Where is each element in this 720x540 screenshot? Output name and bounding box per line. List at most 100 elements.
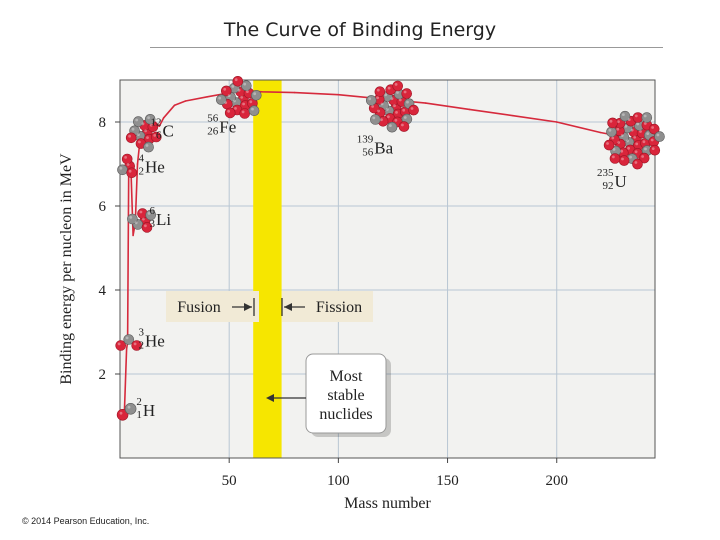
stable-callout-box bbox=[305, 353, 387, 434]
curve-point bbox=[555, 121, 558, 123]
proton bbox=[648, 123, 660, 135]
curve-point bbox=[173, 104, 176, 106]
proton bbox=[398, 121, 410, 132]
proton bbox=[374, 86, 386, 97]
proton bbox=[121, 153, 133, 165]
nucleon-highlight bbox=[389, 124, 392, 127]
x-axis-label: Mass number bbox=[344, 495, 431, 512]
copyright-notice: © 2014 Pearson Education, Inc. bbox=[22, 516, 150, 526]
curve-point bbox=[162, 117, 165, 119]
proton bbox=[116, 408, 129, 421]
neutron bbox=[123, 334, 134, 345]
curve-point bbox=[468, 108, 471, 111]
neutron bbox=[241, 80, 252, 91]
nucleon-highlight bbox=[633, 135, 637, 139]
plot-frame bbox=[119, 79, 656, 459]
nucleon-highlight bbox=[133, 342, 137, 346]
proton bbox=[232, 76, 244, 87]
nucleon-highlight bbox=[622, 113, 625, 116]
neutron bbox=[133, 116, 144, 127]
isotope-label-he3: 32 He bbox=[139, 327, 165, 352]
nucleon-highlight bbox=[641, 155, 644, 158]
nucleon-highlight bbox=[642, 140, 646, 144]
nucleon-highlight bbox=[125, 336, 129, 340]
nucleon-highlight bbox=[135, 118, 139, 122]
curve-point bbox=[206, 96, 209, 98]
nucleon-highlight bbox=[138, 140, 141, 144]
nucleon-highlight bbox=[394, 83, 398, 86]
title-divider bbox=[150, 47, 663, 48]
nucleon-highlight bbox=[128, 134, 132, 138]
proton bbox=[392, 80, 404, 92]
nucleon-highlight bbox=[246, 90, 249, 93]
isotope-atomic-number: 2 bbox=[139, 165, 145, 177]
nucleon-highlight bbox=[376, 96, 379, 100]
curve-point bbox=[293, 91, 296, 94]
proton bbox=[239, 108, 250, 119]
isotope-atomic-number: 2 bbox=[139, 340, 145, 352]
y-tick-label-8: 8 bbox=[99, 115, 107, 131]
neutron bbox=[117, 164, 128, 176]
isotope-atomic-number: 56 bbox=[362, 146, 374, 158]
isotope-label-he4: 42 He bbox=[139, 152, 165, 177]
neutron bbox=[619, 110, 631, 122]
isotope-mass-number: 56 bbox=[207, 112, 219, 124]
y-tick-label-4: 4 bbox=[99, 283, 107, 299]
nucleon-highlight bbox=[249, 100, 253, 104]
isotope-mass-number: 139 bbox=[357, 133, 374, 145]
proton bbox=[125, 132, 137, 144]
neutron bbox=[143, 141, 154, 153]
isotope-atomic-number: 26 bbox=[207, 125, 219, 137]
nucleon-highlight bbox=[393, 104, 396, 108]
isotope-atomic-number: 1 bbox=[136, 409, 142, 421]
proton bbox=[401, 88, 413, 99]
curve-point bbox=[261, 90, 263, 93]
nucleon-highlight bbox=[395, 111, 398, 114]
y-tick-label-2: 2 bbox=[99, 367, 107, 383]
nucleon-highlight bbox=[233, 99, 236, 103]
proton bbox=[141, 222, 153, 233]
nucleon-highlight bbox=[146, 136, 149, 140]
x-tick-label-100: 100 bbox=[327, 473, 350, 489]
nucleon-highlight bbox=[612, 148, 616, 151]
proton bbox=[609, 153, 621, 164]
nucleon-highlight bbox=[617, 120, 620, 123]
isotope-atomic-number: 6 bbox=[156, 130, 162, 142]
nucleon-highlight bbox=[380, 118, 383, 122]
nucleus-u235 bbox=[603, 110, 665, 170]
nucleon-highlight bbox=[620, 149, 624, 153]
nucleon-highlight bbox=[609, 119, 613, 123]
nucleon-highlight bbox=[650, 138, 654, 142]
nucleon-highlight bbox=[117, 342, 121, 346]
nucleon-highlight bbox=[218, 96, 222, 100]
nucleon-highlight bbox=[626, 139, 629, 143]
proton bbox=[618, 155, 630, 166]
isotope-symbol: Ba bbox=[374, 138, 393, 157]
neutron bbox=[370, 114, 381, 125]
isotope-symbol: Fe bbox=[219, 117, 236, 136]
proton bbox=[603, 139, 615, 151]
neutron bbox=[365, 95, 377, 106]
nucleon-highlight bbox=[643, 114, 647, 118]
chart-title: The Curve of Binding Energy bbox=[223, 19, 497, 41]
nucleus-he4 bbox=[117, 153, 137, 179]
isotope-label-c12: 126 C bbox=[150, 117, 173, 142]
proton bbox=[607, 117, 618, 129]
nucleon-highlight bbox=[377, 109, 380, 113]
isotope-symbol: U bbox=[615, 172, 627, 191]
proton bbox=[632, 112, 644, 123]
isotope-mass-number: 4 bbox=[139, 152, 145, 164]
nucleon-highlight bbox=[153, 134, 157, 137]
nucleon-highlight bbox=[387, 86, 391, 90]
nucleon-highlight bbox=[242, 102, 246, 106]
nucleon-highlight bbox=[630, 128, 634, 132]
nucleon-highlight bbox=[234, 78, 238, 82]
isotope-symbol: He bbox=[145, 332, 165, 351]
nucleon-highlight bbox=[634, 161, 638, 164]
isotope-symbol: He bbox=[145, 157, 165, 176]
x-tick-label-200: 200 bbox=[545, 473, 568, 489]
fission-label: Fission bbox=[316, 299, 362, 316]
nucleon-highlight bbox=[403, 116, 407, 119]
neutron bbox=[124, 402, 137, 415]
